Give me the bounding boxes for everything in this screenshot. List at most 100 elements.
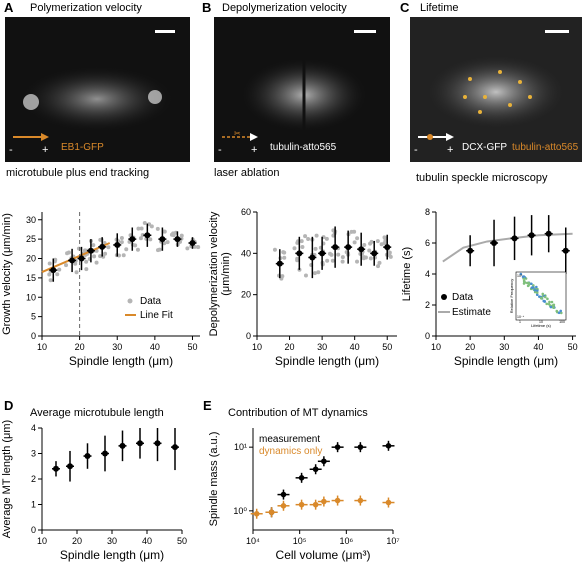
measurement-point: [313, 246, 318, 251]
inset-point: [522, 280, 526, 283]
measurement-point: [124, 247, 129, 252]
measurement-point: [106, 245, 111, 250]
measurement-point: [355, 259, 360, 264]
measurement-point: [55, 272, 60, 277]
inset-point: [557, 311, 561, 315]
cut-arrow-icon: ✂: [222, 131, 258, 141]
legend-estimate-label: Estimate: [452, 307, 491, 318]
y-tick-label: 2: [31, 474, 36, 484]
measurement-point: [162, 229, 167, 234]
data-point: [528, 232, 535, 239]
x-tick-label: 10: [252, 342, 262, 352]
data-point: [334, 444, 341, 450]
panel-c-letter: C: [400, 0, 410, 15]
probe-label-1: DCX-GFP: [462, 142, 507, 153]
measurement-point: [331, 228, 336, 233]
data-point: [312, 501, 319, 508]
data-point: [385, 499, 392, 506]
measurement-point: [331, 233, 336, 238]
x-tick-label: 20: [285, 342, 295, 352]
arrow-icon: [418, 133, 454, 141]
data-point: [78, 255, 85, 262]
measurement-point: [165, 240, 170, 245]
data-point: [562, 247, 569, 254]
panel-d-title: Average microtubule length: [30, 407, 164, 419]
data-point: [172, 444, 178, 451]
data-point: [321, 458, 327, 465]
measurement-point: [362, 243, 367, 248]
measurement-point: [375, 239, 380, 244]
measurement-point: [48, 278, 53, 283]
x-tick-label: 20: [72, 536, 82, 546]
spindle-image-a: [22, 67, 172, 131]
data-point: [280, 491, 287, 498]
measurement-point: [325, 258, 330, 263]
plus-end-label: +: [42, 144, 49, 156]
measurement-point: [155, 248, 160, 253]
y-tick-label: 5: [31, 312, 36, 322]
y-tick-label: 40: [241, 248, 251, 258]
y-tick-label: 15: [26, 273, 36, 283]
data-point: [174, 236, 181, 243]
measurement-point: [169, 232, 174, 237]
y-tick-label: 2: [425, 300, 430, 310]
data-point: [276, 260, 283, 267]
x-axis-label: Spindle length (μm): [454, 354, 558, 368]
measurement-point: [282, 255, 287, 260]
inset-point: [549, 305, 553, 309]
x-tick-label: 30: [317, 342, 327, 352]
measurement-point: [379, 242, 384, 247]
inset-point: [552, 303, 556, 307]
measurement-point: [303, 234, 308, 239]
y-tick-label: 0: [31, 331, 36, 341]
measurement-point: [377, 260, 382, 265]
data-point: [67, 463, 73, 470]
measurement-point: [383, 238, 388, 243]
inset-point: [543, 295, 547, 299]
depolymerization-velocity-chart: 10 20 30 40 50 0 20 40 60 Spindle length (μm) Depo…: [208, 207, 397, 368]
measurement-point: [91, 243, 96, 248]
panel-a-caption: microtubule plus end tracking: [6, 167, 150, 179]
measurement-point: [119, 240, 124, 245]
y-tick-label: 0: [31, 525, 36, 535]
y-axis-label: Average MT length (μm): [1, 420, 13, 538]
data-point: [69, 257, 76, 264]
inset-point: [547, 302, 551, 306]
panel-c-title: Lifetime: [420, 2, 459, 14]
data-point: [334, 497, 341, 504]
arrow-icon: [13, 133, 49, 141]
inset-point: [535, 285, 538, 289]
spindle-mass-chart: 10⁴ 10⁵ 10⁶ 10⁷ 10⁰ 10¹ Cell volume (μm³) Spind…: [208, 428, 400, 562]
y-tick-label: 10: [26, 292, 36, 302]
measurement-point: [92, 254, 97, 259]
measurement-point: [65, 251, 70, 256]
x-tick-label: 30: [107, 536, 117, 546]
y-tick-label: 3: [31, 449, 36, 459]
data-point: [159, 236, 166, 243]
x-tick-label: 40: [150, 342, 160, 352]
data-point: [545, 230, 552, 237]
measurement-point: [155, 226, 160, 231]
data-point: [358, 246, 365, 253]
y-tick-label: 10¹: [234, 442, 247, 452]
measurement-point: [135, 247, 140, 252]
y-tick-label: 25: [26, 234, 36, 244]
measurement-point: [195, 244, 200, 249]
measurement-point: [147, 222, 152, 227]
data-point: [345, 244, 352, 251]
x-axis-label: Spindle length (μm): [60, 548, 164, 562]
inset-y-tick-label: 10⁻⁴: [517, 315, 525, 319]
x-tick-label: 50: [187, 342, 197, 352]
measurement-point: [98, 254, 103, 259]
measurement-point: [361, 255, 366, 260]
measurement-point: [162, 241, 167, 246]
measurement-point: [295, 258, 300, 263]
data-point: [137, 440, 143, 447]
inset-point: [550, 300, 554, 304]
legend-data-label: Data: [140, 296, 162, 307]
legend-data-label: Data: [452, 292, 474, 303]
x-tick-label: 10⁴: [246, 536, 260, 546]
x-axis-label: Spindle length (μm): [69, 354, 173, 368]
x-tick-label: 50: [177, 536, 187, 546]
data-point: [84, 453, 91, 460]
